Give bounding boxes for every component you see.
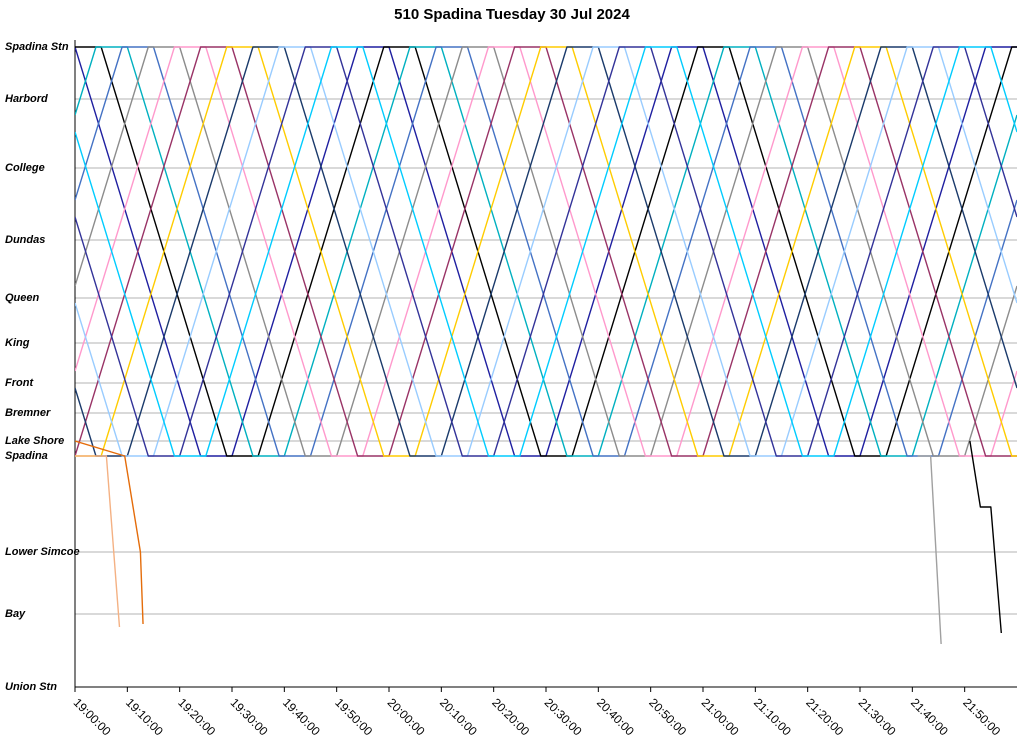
chart-title: 510 Spadina Tuesday 30 Jul 2024 <box>394 6 630 23</box>
series-line <box>75 440 144 625</box>
x-tick-label: 20:30:00 <box>542 695 585 738</box>
y-tick-label: Spadina Stn <box>5 41 69 53</box>
x-tick-label: 20:50:00 <box>646 695 689 738</box>
x-tick-label: 21:10:00 <box>751 695 794 738</box>
x-tick-label: 19:40:00 <box>280 695 323 738</box>
x-tick-label: 20:40:00 <box>594 695 637 738</box>
x-tick-label: 20:10:00 <box>437 695 480 738</box>
x-tick-label: 21:40:00 <box>908 695 951 738</box>
y-tick-label: Harbord <box>5 93 48 105</box>
series-line <box>75 46 1017 457</box>
y-tick-label: King <box>5 337 30 349</box>
y-tick-label: Queen <box>5 292 40 304</box>
x-tick-label: 21:30:00 <box>856 695 899 738</box>
x-tick-label: 20:00:00 <box>385 695 428 738</box>
y-tick-label: College <box>5 162 45 174</box>
series-line <box>917 455 942 645</box>
x-tick-label: 21:50:00 <box>960 695 1003 738</box>
series-line <box>969 440 1002 634</box>
series-line <box>75 455 121 628</box>
series-line <box>75 46 1017 457</box>
x-tick-label: 19:30:00 <box>228 695 271 738</box>
x-tick-label: 19:20:00 <box>175 695 218 738</box>
x-tick-label: 19:10:00 <box>123 695 166 738</box>
y-tick-label: Dundas <box>5 234 45 246</box>
y-tick-label: Lake Shore <box>5 435 64 447</box>
y-tick-label: Union Stn <box>5 681 57 693</box>
y-tick-label: Front <box>5 377 34 389</box>
x-tick-label: 19:00:00 <box>71 695 114 738</box>
x-tick-label: 21:00:00 <box>699 695 742 738</box>
x-tick-label: 20:20:00 <box>489 695 532 738</box>
series-line <box>75 46 1017 457</box>
y-tick-label: Lower Simcoe <box>5 546 80 558</box>
plot-area <box>75 46 1017 645</box>
y-tick-label: Bremner <box>5 407 51 419</box>
y-tick-label: Bay <box>5 608 26 620</box>
x-tick-label: 21:20:00 <box>803 695 846 738</box>
y-tick-label: Spadina <box>5 450 48 462</box>
series-line <box>75 46 1017 457</box>
x-tick-label: 19:50:00 <box>332 695 375 738</box>
